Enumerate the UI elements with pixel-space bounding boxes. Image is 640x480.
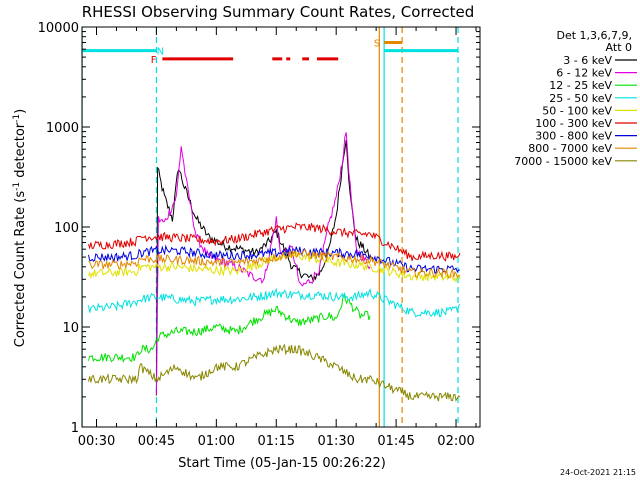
- time-marker-lines: [81, 27, 459, 427]
- y-tick-label: 1000: [46, 121, 79, 136]
- axis-ticks: 1 10 100 1000 10000 00:30 00:45 01:00 01:15 01:30…: [38, 21, 480, 449]
- y-tick-label: 10: [62, 321, 79, 336]
- series-line: [88, 293, 371, 364]
- series-line: [88, 248, 461, 279]
- legend-label: 12 - 25 keV: [549, 79, 612, 92]
- legend-label: 800 - 7000 keV: [528, 142, 612, 155]
- legend-label: 100 - 300 keV: [535, 117, 612, 130]
- y-axis-label-mid: detector: [13, 122, 28, 182]
- y-tick-label: 100: [54, 221, 79, 236]
- flag-bar-label: F: [151, 55, 157, 66]
- x-tick-label: 01:45: [377, 434, 414, 449]
- legend-header-attenuator: Att 0: [606, 41, 632, 54]
- flag-bars: NF S: [82, 38, 459, 66]
- x-axis-label: Start Time (05-Jan-15 00:26:22): [178, 456, 386, 471]
- y-axis-label: Corrected Count Rate (s-1 detector-1): [12, 109, 28, 347]
- legend-label: 7000 - 15000 keV: [514, 155, 612, 168]
- series-line: [88, 287, 461, 318]
- series-line: [88, 343, 461, 402]
- y-tick-label: 10000: [38, 21, 79, 36]
- x-tick-label: 01:30: [317, 434, 354, 449]
- chart-title: RHESSI Observing Summary Count Rates, Co…: [82, 3, 475, 21]
- x-tick-label: 00:30: [78, 434, 115, 449]
- legend-label: 3 - 6 keV: [563, 54, 612, 67]
- series-lines: [88, 132, 461, 402]
- y-axis-label-end: ): [13, 109, 28, 114]
- series-line: [88, 222, 461, 262]
- y-axis-label-sup2: -1: [12, 114, 22, 123]
- legend-label: 300 - 800 keV: [535, 130, 612, 143]
- timestamp: 24-Oct-2021 21:15: [560, 468, 636, 477]
- x-tick-label: 01:15: [258, 434, 295, 449]
- series-line: [155, 132, 371, 395]
- series-line: [155, 139, 371, 396]
- flag-bar-label: S: [374, 38, 380, 49]
- legend-label: 6 - 12 keV: [556, 67, 612, 80]
- legend-header-detectors: Det 1,3,6,7,9,: [556, 29, 632, 42]
- x-tick-label: 01:00: [198, 434, 235, 449]
- x-tick-label: 02:00: [437, 434, 474, 449]
- y-tick-label: 1: [71, 421, 79, 436]
- legend-label: 25 - 50 keV: [549, 92, 612, 105]
- flag-bar-label: N: [157, 47, 164, 58]
- y-axis-label-main: Corrected Count Rate (s: [13, 191, 28, 348]
- legend-label: 50 - 100 keV: [542, 104, 612, 117]
- x-tick-label: 00:45: [138, 434, 175, 449]
- series-line: [88, 244, 461, 274]
- y-axis-label-sup1: -1: [12, 182, 22, 191]
